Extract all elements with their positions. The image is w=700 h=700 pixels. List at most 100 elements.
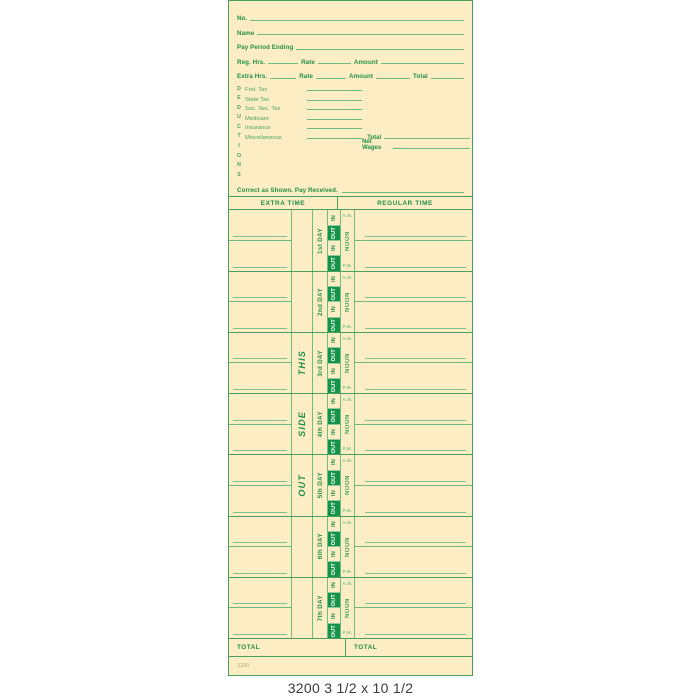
punch-out-noon[interactable]: OUT [328, 286, 340, 303]
reg-hrs-line[interactable] [268, 63, 299, 64]
day-name-cell: 2nd DAY [313, 271, 328, 332]
day-name-label: 6th DAY [316, 533, 324, 560]
regular-time-cell[interactable] [355, 517, 472, 577]
regular-time-cell[interactable] [355, 272, 472, 332]
deduction-line[interactable] [307, 138, 363, 140]
punch-out-pm[interactable]: OUT [328, 623, 340, 638]
deductions-letter: E [237, 95, 241, 102]
punch-in-noon[interactable]: IN [328, 547, 340, 563]
total-label: Total [367, 135, 382, 142]
punch-in-noon[interactable]: IN [328, 425, 340, 441]
slogan-cell: OUT [292, 455, 313, 516]
deduction-label: Miscellaneous [245, 135, 282, 142]
deduction-label: Insurance [245, 125, 271, 132]
punch-in-am[interactable]: IN [328, 210, 340, 226]
deductions-letter: C [237, 123, 241, 130]
deduction-row: Insurance [241, 122, 470, 132]
write-line [233, 297, 287, 299]
in-out-column: IN OUT IN OUT [328, 516, 341, 577]
field-pay-period-label: Pay Period Ending [237, 44, 294, 51]
noon-label: NOON [344, 230, 351, 251]
write-line [233, 266, 287, 268]
time-card: No. Name Pay Period Ending Reg. Hrs. Rat… [228, 0, 473, 676]
card-header: No. Name Pay Period Ending Reg. Hrs. Rat… [229, 1, 472, 196]
slogan-cell [292, 516, 313, 577]
signature-line[interactable] [341, 191, 464, 193]
punch-out-noon[interactable]: OUT [328, 225, 340, 242]
am-noon-pm-column: A.M. NOON P.M. [341, 516, 355, 577]
in-out-column: IN OUT IN OUT [328, 210, 341, 271]
punch-out-noon[interactable]: OUT [328, 348, 340, 364]
deduction-line[interactable] [307, 128, 363, 130]
punch-out-noon[interactable]: OUT [328, 593, 340, 609]
deductions-rows: Fed. Tax State Tax Soc. Sec. Tax [241, 84, 471, 181]
field-name-line[interactable] [257, 34, 464, 35]
slogan-text: OUT [297, 474, 307, 497]
extra-hrs-line[interactable] [270, 77, 297, 79]
deduction-label: Fed. Tax [245, 87, 268, 94]
slogan-cell [292, 271, 313, 332]
extra-time-cell[interactable] [229, 210, 292, 271]
write-line [365, 358, 466, 360]
regular-time-cell[interactable] [355, 333, 472, 393]
punch-in-am[interactable]: IN [328, 272, 340, 287]
slogan-cell: SIDE [292, 394, 313, 455]
extra-time-cell[interactable] [229, 577, 292, 638]
deduction-line[interactable] [307, 99, 363, 101]
day-row: THIS 3rd DAY IN OUT IN OUT A.M. NOON P.M… [229, 332, 472, 395]
punch-out-pm[interactable]: OUT [328, 440, 340, 455]
field-no-line[interactable] [250, 19, 464, 21]
pm-label: P.M. [342, 323, 353, 329]
punch-in-noon[interactable]: IN [328, 302, 340, 318]
field-pay-period-line[interactable] [296, 48, 464, 50]
extra-time-cell[interactable] [229, 271, 292, 332]
extra-amount-line[interactable] [376, 77, 411, 79]
punch-in-am[interactable]: IN [328, 455, 340, 471]
punch-in-noon[interactable]: IN [328, 364, 340, 379]
extra-time-cell[interactable] [229, 516, 292, 577]
slogan-cell [292, 210, 313, 271]
extra-time-cell[interactable] [229, 332, 292, 394]
extra-time-cell[interactable] [229, 394, 292, 455]
regular-time-cell[interactable] [355, 455, 472, 515]
extra-rate-line[interactable] [316, 77, 347, 79]
pm-label: P.M. [342, 385, 353, 391]
punch-in-noon[interactable]: IN [328, 241, 340, 257]
punch-in-am[interactable]: IN [328, 394, 340, 410]
punch-in-noon[interactable]: IN [328, 608, 340, 624]
day-name-label: 3rd DAY [316, 349, 324, 377]
extra-total-line[interactable] [430, 77, 464, 79]
punch-out-pm[interactable]: OUT [328, 378, 340, 394]
punch-in-noon[interactable]: IN [328, 486, 340, 502]
punch-out-pm[interactable]: OUT [328, 317, 340, 332]
punch-in-am[interactable]: IN [328, 517, 340, 532]
am-label: A.M. [342, 274, 353, 280]
write-line [233, 358, 287, 360]
extra-time-cell[interactable] [229, 455, 292, 516]
punch-out-noon[interactable]: OUT [328, 531, 340, 548]
punch-out-noon[interactable]: OUT [328, 409, 340, 425]
slogan-cell: THIS [292, 332, 313, 394]
deduction-line[interactable] [307, 90, 363, 92]
deductions-letter: O [237, 152, 242, 159]
punch-in-am[interactable]: IN [328, 578, 340, 594]
net-wages-line[interactable] [392, 147, 471, 149]
regular-time-cell[interactable] [355, 578, 472, 638]
punch-out-noon[interactable]: OUT [328, 470, 340, 486]
punch-out-pm[interactable]: OUT [328, 256, 340, 271]
in-out-column: IN OUT IN OUT [328, 577, 341, 638]
punch-in-am[interactable]: IN [328, 333, 340, 349]
total-line[interactable] [384, 138, 471, 140]
day-name-cell: 4th DAY [313, 394, 328, 455]
total-extra-time-label: TOTAL [229, 638, 346, 656]
am-label: A.M. [342, 458, 353, 464]
deduction-line[interactable] [307, 118, 363, 120]
punch-out-pm[interactable]: OUT [328, 562, 340, 577]
regular-time-cell[interactable] [355, 210, 472, 270]
punch-out-pm[interactable]: OUT [328, 501, 340, 516]
regular-time-cell[interactable] [355, 394, 472, 454]
deduction-line[interactable] [307, 109, 363, 111]
reg-amount-line[interactable] [380, 63, 464, 64]
day-name-cell: 7th DAY [313, 577, 328, 638]
reg-rate-line[interactable] [317, 63, 351, 64]
